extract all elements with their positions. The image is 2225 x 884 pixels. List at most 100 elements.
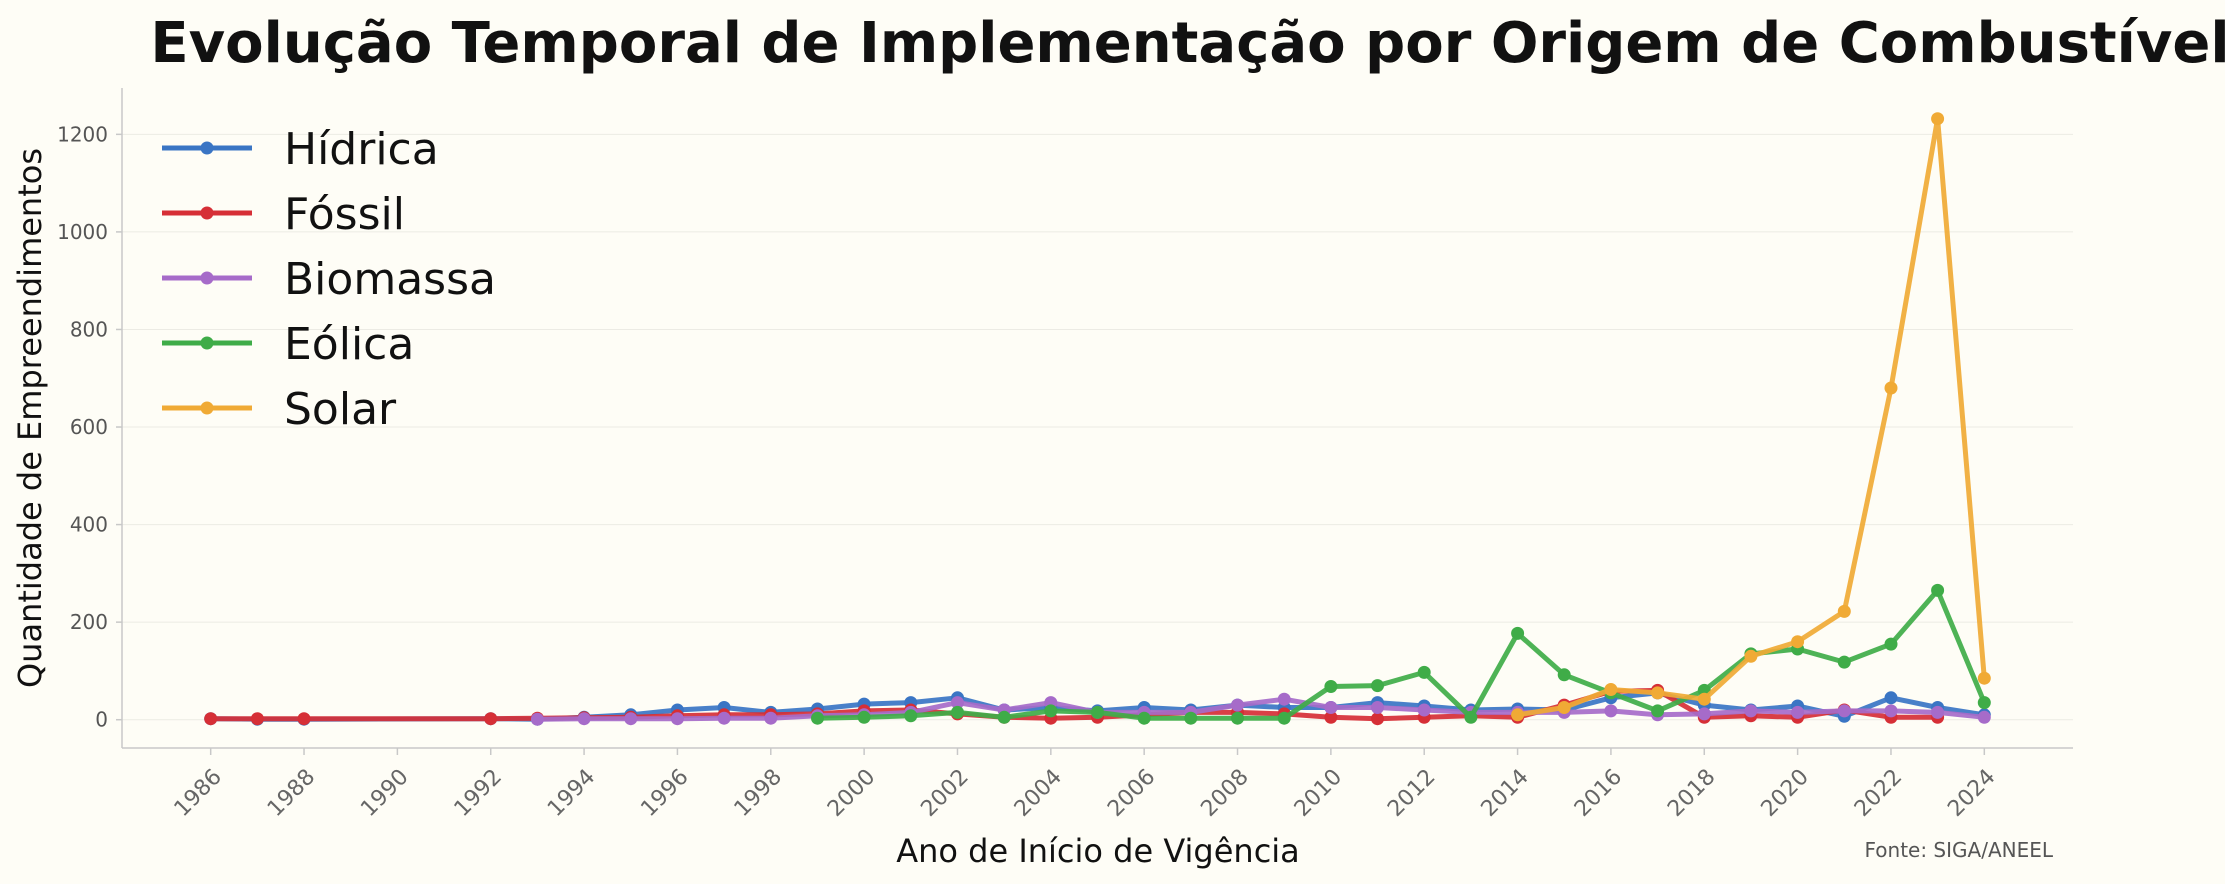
data-point <box>1931 112 1945 126</box>
data-point <box>1277 692 1291 706</box>
data-point <box>1744 704 1758 718</box>
x-tick-label: 1990 <box>356 765 413 822</box>
data-point <box>1884 637 1898 651</box>
legend-item-biomassa: Biomassa <box>162 254 496 305</box>
data-point <box>1044 704 1058 718</box>
x-tick-label: 1986 <box>170 765 227 822</box>
legend-marker <box>200 206 214 220</box>
data-point <box>1977 696 1991 710</box>
x-tick-label: 2024 <box>1943 765 2000 822</box>
x-tick-label: 2010 <box>1290 765 1347 822</box>
x-tick-label: 1996 <box>636 765 693 822</box>
series-line-solar <box>1515 116 1987 718</box>
legend-marker <box>200 401 214 415</box>
x-tick-label: 1998 <box>730 765 787 822</box>
y-tick-label: 400 <box>70 513 108 537</box>
data-point <box>997 710 1011 724</box>
data-point <box>484 712 498 726</box>
data-point <box>1184 711 1198 725</box>
data-point <box>1324 701 1338 714</box>
legend-label: Fóssil <box>284 189 405 240</box>
data-point <box>624 712 638 726</box>
series-fossil <box>204 683 1945 726</box>
x-tick-label: 2016 <box>1570 765 1627 822</box>
data-point <box>1651 686 1665 700</box>
x-tick-label: 2018 <box>1663 765 1720 822</box>
x-tick-label: 2012 <box>1383 765 1440 822</box>
data-point <box>1137 711 1151 725</box>
y-axis-label: Quantidade de Empreendimentos <box>11 148 49 688</box>
legend-item-eolica: Eólica <box>162 319 414 370</box>
data-point <box>1837 655 1851 669</box>
data-point <box>1417 703 1431 717</box>
axes <box>121 88 2073 749</box>
legend-label: Eólica <box>284 319 414 370</box>
x-tick-label: 2000 <box>823 765 880 822</box>
data-point <box>1884 704 1898 718</box>
legend-item-solar: Solar <box>162 384 397 435</box>
data-point <box>1371 701 1384 714</box>
series-group <box>204 112 1991 726</box>
data-point <box>1231 711 1244 725</box>
data-point <box>1557 668 1571 682</box>
x-axis-label: Ano de Início de Vigência <box>896 832 1300 870</box>
x-tick-label: 2008 <box>1196 765 1253 822</box>
y-tick-label: 1000 <box>57 220 108 244</box>
data-point <box>1837 604 1851 618</box>
series-line-eolica <box>815 587 1987 721</box>
data-point <box>1604 683 1618 696</box>
y-tick-label: 800 <box>70 317 108 341</box>
data-point <box>1231 698 1244 712</box>
data-point <box>1371 712 1384 726</box>
data-point <box>857 710 871 724</box>
chart-title: Evolução Temporal de Implementação por O… <box>150 11 2225 76</box>
data-point <box>1791 635 1805 649</box>
x-tick-label: 2002 <box>916 765 973 822</box>
data-point <box>1464 710 1478 724</box>
data-point <box>904 709 918 723</box>
data-point <box>1417 665 1431 679</box>
series-line-biomassa <box>534 696 1987 722</box>
x-tick-label: 2020 <box>1757 765 1814 822</box>
data-point <box>811 711 824 725</box>
data-point <box>577 712 591 726</box>
series-eolica <box>811 583 1991 725</box>
x-tick-label: 1992 <box>450 765 507 822</box>
data-point <box>297 712 311 726</box>
legend-marker <box>200 271 214 285</box>
x-tick-label: 2014 <box>1477 765 1534 822</box>
data-point <box>951 696 964 710</box>
data-point <box>1324 710 1338 724</box>
legend-item-fossil: Fóssil <box>162 189 405 240</box>
legend-label: Hídrica <box>284 124 439 175</box>
data-point <box>1651 704 1665 718</box>
legend-item-hidrica: Hídrica <box>162 124 439 175</box>
legend-marker <box>200 141 214 155</box>
data-point <box>1371 679 1384 693</box>
grid <box>122 133 2073 721</box>
y-axis-ticks: 0 200 400 600 800 1000 1200 <box>57 122 122 732</box>
data-point <box>1837 704 1851 718</box>
y-tick-label: 0 <box>95 708 108 732</box>
x-tick-label: 1994 <box>543 765 600 822</box>
data-point <box>1931 583 1945 597</box>
data-point <box>951 705 964 719</box>
data-point <box>1277 711 1291 725</box>
data-point <box>1884 691 1898 705</box>
y-tick-label: 200 <box>70 610 108 634</box>
data-point <box>1697 692 1711 706</box>
data-point <box>1557 701 1571 714</box>
legend: Hídrica Fóssil Biomassa Eólica Solar <box>162 124 496 435</box>
data-point <box>250 712 264 726</box>
data-point <box>1884 381 1898 395</box>
legend-label: Biomassa <box>284 254 496 305</box>
data-point <box>1931 705 1945 719</box>
data-point <box>1324 680 1338 693</box>
data-point <box>1604 704 1618 718</box>
x-tick-label: 2004 <box>1010 765 1067 822</box>
data-point <box>1791 705 1805 719</box>
data-point <box>1744 649 1758 663</box>
data-point <box>670 712 684 726</box>
data-point <box>1511 626 1525 640</box>
